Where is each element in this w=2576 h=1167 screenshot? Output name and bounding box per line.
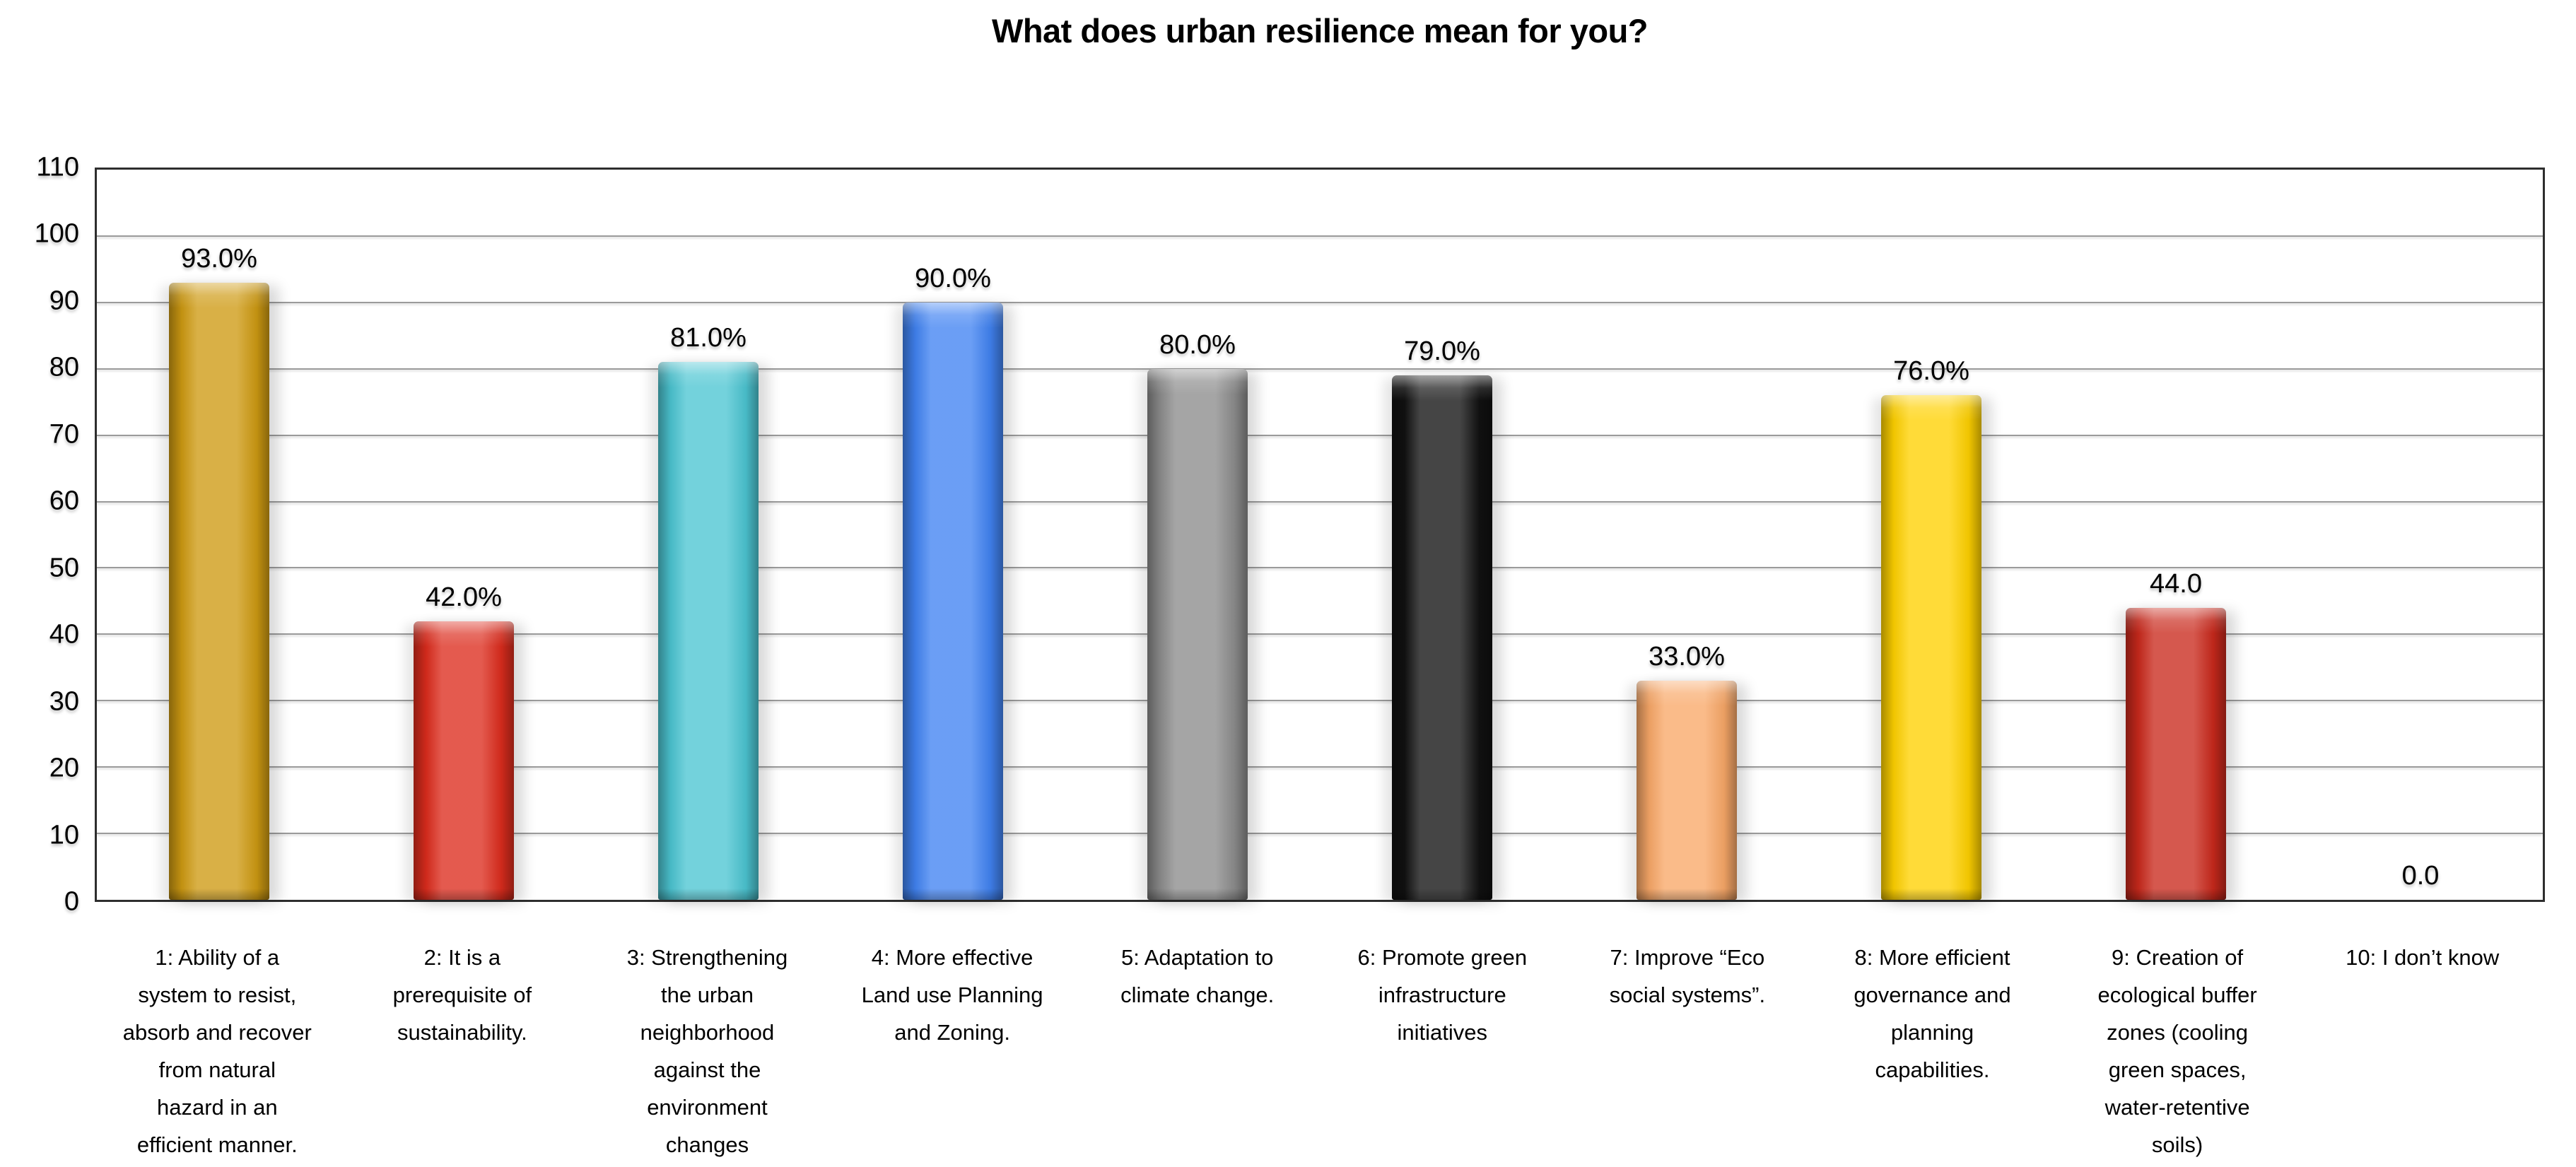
x-category-label-line: 1: Ability of a	[155, 945, 280, 970]
bar	[169, 282, 269, 900]
chart-title: What does urban resilience mean for you?	[991, 12, 1649, 49]
y-tick-label: 40	[49, 619, 79, 650]
x-category-label-line: zones (cooling	[2107, 1020, 2249, 1045]
gridline	[97, 766, 2543, 768]
x-category-label: 10: I don’t know	[2300, 939, 2545, 976]
bar	[414, 621, 514, 900]
gridline	[97, 434, 2543, 436]
bar	[1637, 681, 1737, 900]
x-category-label-line: 9: Creation of	[2112, 945, 2244, 970]
x-category-label: 4: More effective Land use Planning and Zo…	[830, 939, 1075, 1051]
bar	[658, 362, 759, 900]
bar-value-label: 0.0	[2401, 861, 2440, 891]
x-category-label-line: Land use Planning	[861, 983, 1043, 1007]
x-axis-labels: 1: Ability of a system to resist, absorb a…	[95, 903, 2545, 1167]
bar-value-label: 81.0%	[670, 323, 747, 353]
bar-value-label: 79.0%	[1404, 336, 1480, 367]
x-category-label-line: 3: Strengthening	[626, 945, 788, 970]
x-category-label-line: and Zoning.	[894, 1020, 1010, 1045]
x-category-label-line: absorb and recover	[122, 1020, 312, 1045]
x-category-label: 8: More efficient governance and planning c…	[1810, 939, 2055, 1089]
x-category-label-line: environment	[647, 1095, 768, 1120]
y-axis: 0 10 20 30 40 50 60 70 80 90 100 110	[0, 153, 79, 917]
x-category-label-line: water-retentive	[2104, 1095, 2250, 1120]
bar-value-label: 90.0%	[915, 263, 991, 293]
x-category-label-line: against the	[653, 1057, 761, 1082]
y-tick-label: 90	[49, 286, 79, 316]
gridline	[97, 235, 2543, 237]
bar	[1147, 368, 1248, 900]
bar-value-label: 33.0%	[1649, 642, 1725, 672]
bar-value-label: 80.0%	[1159, 329, 1236, 360]
x-category-label-line: infrastructure	[1378, 983, 1506, 1007]
x-category-label-line: system to resist,	[138, 983, 297, 1007]
y-tick-label: 100	[34, 218, 79, 249]
x-category-label: 7: Improve “Eco social systems”.	[1565, 939, 1810, 1014]
gridline	[97, 700, 2543, 702]
gridline	[97, 567, 2543, 569]
x-category-label-line: governance and	[1854, 983, 2011, 1007]
y-tick-label: 80	[49, 352, 79, 382]
bar-value-label: 44.0	[2150, 568, 2202, 599]
x-category-label-line: prerequisite of	[392, 983, 532, 1007]
bar	[2126, 607, 2226, 900]
x-category-label-line: initiatives	[1397, 1020, 1488, 1045]
y-tick-label: 30	[49, 686, 79, 717]
y-tick-label: 60	[49, 486, 79, 516]
x-category-label-line: 7: Improve “Eco	[1610, 945, 1765, 970]
x-category-label-line: soils)	[2151, 1132, 2203, 1157]
x-category-label-line: 5: Adaptation to	[1120, 945, 1274, 970]
y-tick-label: 0	[64, 886, 79, 917]
x-category-label-line: neighborhood	[640, 1020, 775, 1045]
x-category-label-line: climate change.	[1120, 983, 1275, 1007]
x-category-label-line: planning	[1890, 1020, 1974, 1045]
x-category-label-line: sustainability.	[397, 1020, 527, 1045]
x-category-label-line: 6: Promote green	[1357, 945, 1528, 970]
y-tick-label: 50	[49, 553, 79, 583]
x-category-label-line: social systems”.	[1609, 983, 1766, 1007]
gridline	[97, 368, 2543, 370]
gridline	[97, 301, 2543, 303]
bar-value-label: 93.0%	[181, 243, 257, 274]
y-tick-label: 10	[49, 820, 79, 850]
x-category-label-line: capabilities.	[1875, 1057, 1990, 1082]
x-category-label-line: 2: It is a	[423, 945, 501, 970]
x-category-label-line: efficient manner.	[136, 1132, 298, 1157]
y-tick-label: 110	[36, 152, 79, 182]
x-category-label-line: 4: More effective	[871, 945, 1034, 970]
x-category-label-line: ecological buffer	[2097, 983, 2257, 1007]
bar	[903, 302, 1003, 900]
gridline	[97, 500, 2543, 503]
bar	[1881, 395, 1981, 900]
x-category-label: 9: Creation of ecological buffer zones (co…	[2055, 939, 2300, 1163]
plot-area: 93.0% 42.0% 81.0% 90.0% 80.0% 79.0% 33.0% 76.0%…	[95, 168, 2545, 902]
x-category-label: 3: Strengthening the urban neighborhood aga…	[585, 939, 830, 1163]
x-category-label-line: 10: I don’t know	[2346, 945, 2500, 970]
y-tick-label: 20	[49, 753, 79, 783]
x-category-label: 6: Promote green infrastructure initiative…	[1320, 939, 1565, 1051]
x-category-label-line: hazard in an	[156, 1095, 278, 1120]
x-category-label-line: the urban	[660, 983, 754, 1007]
bar-value-label: 76.0%	[1893, 356, 1969, 387]
x-category-label: 1: Ability of a system to resist, absorb a…	[95, 939, 340, 1163]
x-category-label-line: green spaces,	[2108, 1057, 2247, 1082]
y-tick-label: 70	[49, 419, 79, 450]
x-category-label: 2: It is a prerequisite of sustainability.	[340, 939, 585, 1051]
x-category-label-line: from natural	[158, 1057, 276, 1082]
gridline	[97, 833, 2543, 835]
bar	[1392, 375, 1492, 900]
gridline	[97, 633, 2543, 635]
x-category-label-line: changes	[665, 1132, 749, 1157]
bar-value-label: 42.0%	[426, 582, 502, 612]
x-category-label: 5: Adaptation to climate change.	[1075, 939, 1320, 1014]
x-category-label-line: 8: More efficient	[1854, 945, 2010, 970]
